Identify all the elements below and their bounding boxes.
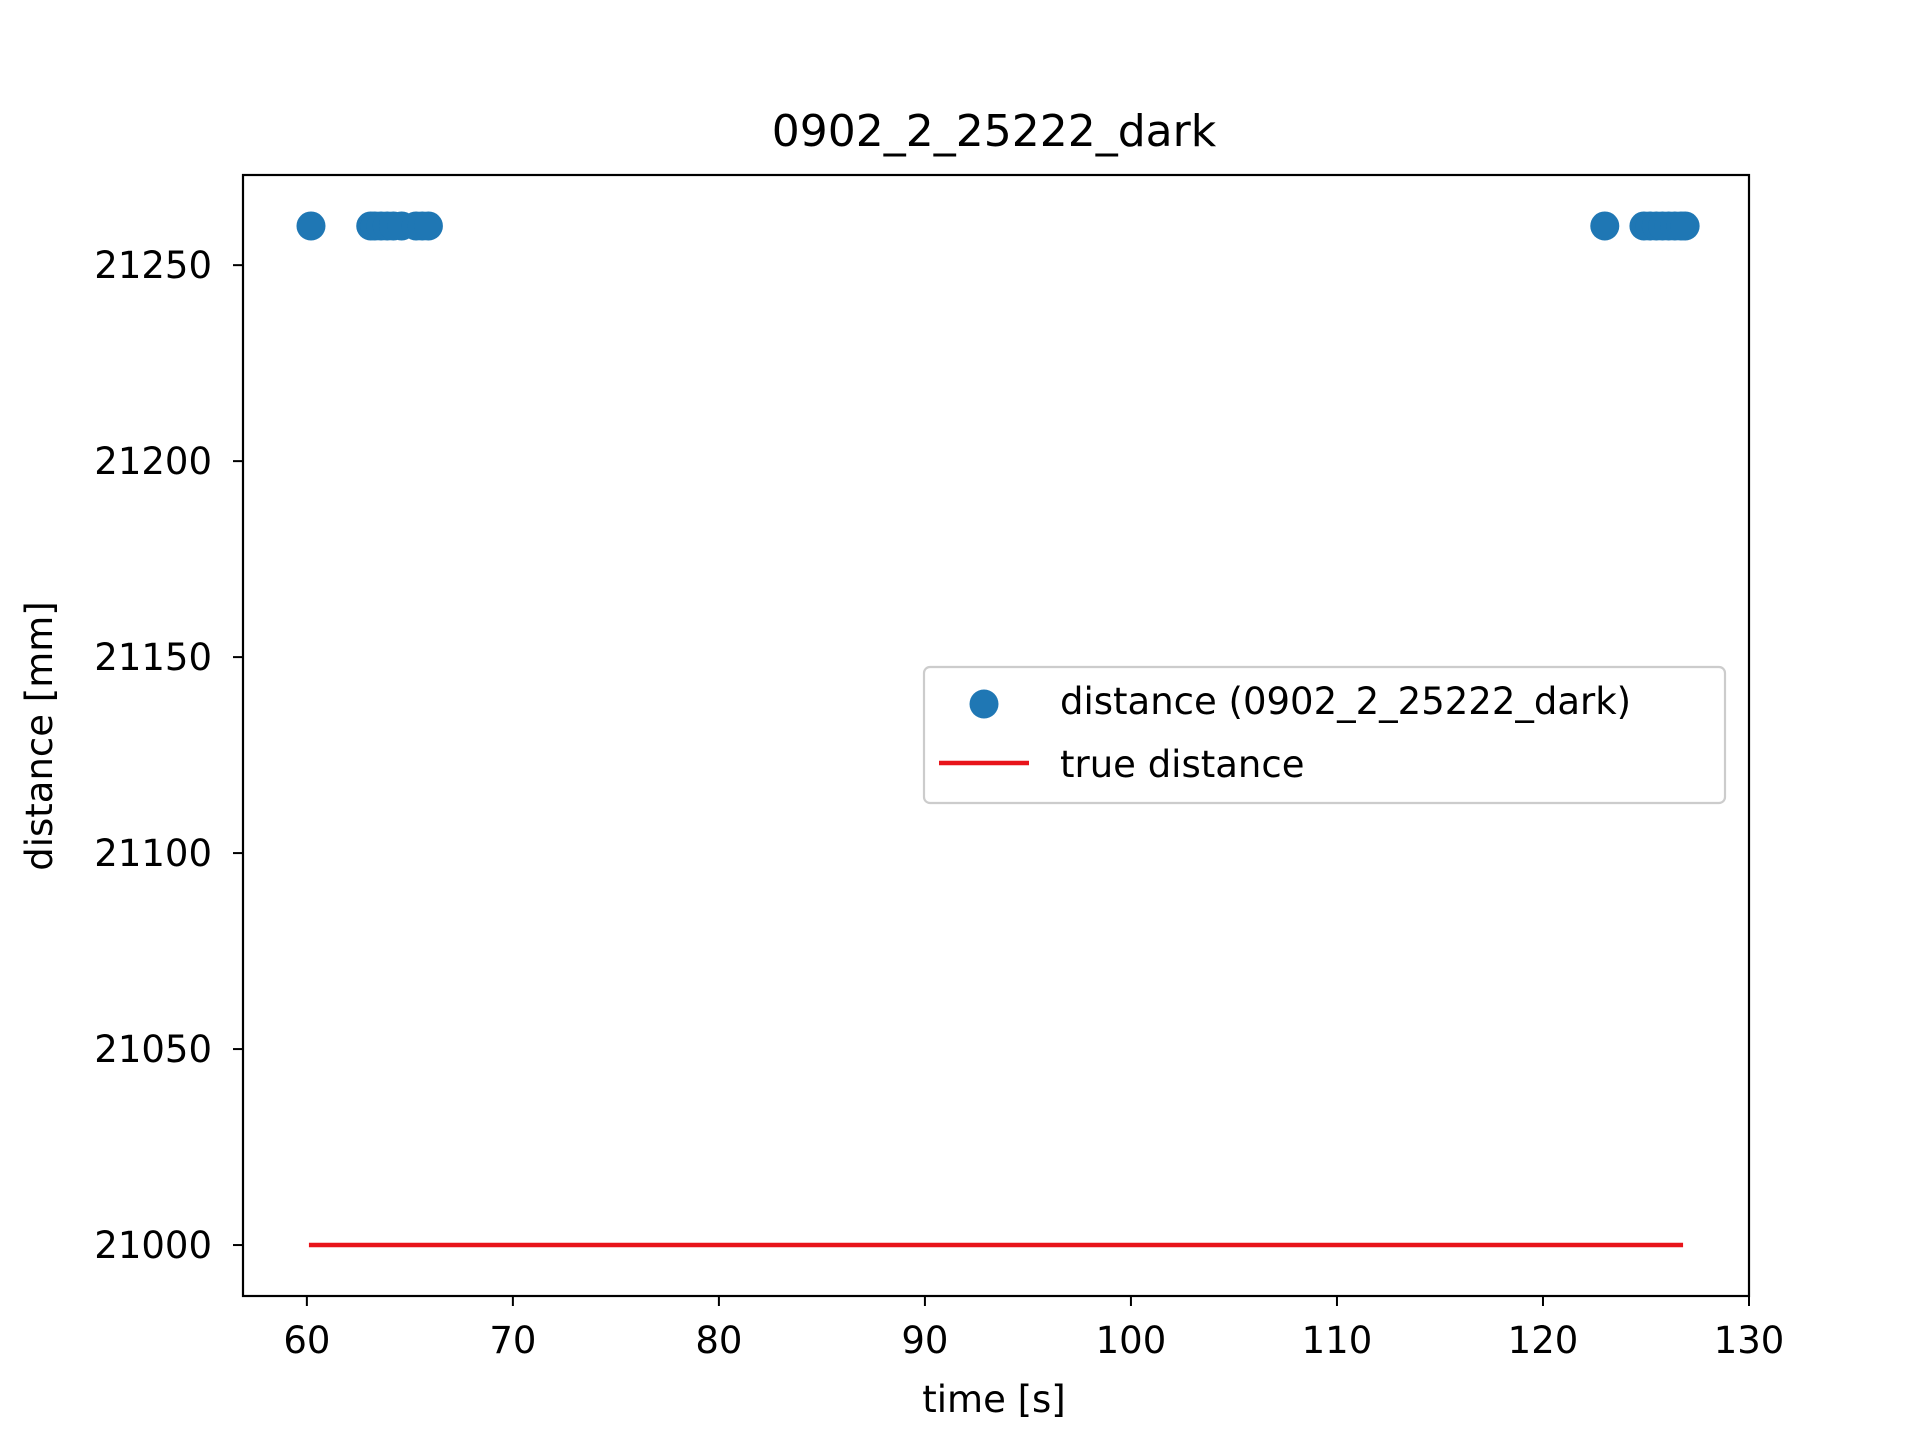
y-axis-label: distance [mm]	[18, 601, 61, 871]
data-point	[296, 211, 326, 241]
legend: distance (0902_2_25222_dark) true distan…	[922, 665, 1727, 805]
x-axis-label: time [s]	[922, 1378, 1066, 1421]
x-axis-ticks: 60 70 80 90 100 110 120 130	[283, 1296, 1784, 1362]
x-tick-label: 80	[695, 1319, 742, 1362]
x-tick-label: 110	[1302, 1319, 1373, 1362]
y-tick-label: 21000	[94, 1224, 212, 1267]
data-point	[413, 211, 443, 241]
y-tick-label: 21050	[94, 1028, 212, 1071]
y-tick-label: 21150	[94, 636, 212, 679]
data-point	[1590, 211, 1620, 241]
x-tick-label: 60	[283, 1319, 330, 1362]
y-axis-ticks: 21000 21050 21100 21150 21200 21250	[94, 244, 243, 1267]
x-tick-label: 130	[1714, 1319, 1785, 1362]
x-tick-label: 100	[1096, 1319, 1167, 1362]
legend-label-distance: distance (0902_2_25222_dark)	[1060, 680, 1631, 723]
x-tick-label: 120	[1508, 1319, 1579, 1362]
legend-frame	[922, 665, 1727, 805]
y-tick-label: 21250	[94, 244, 212, 287]
chart-title: 0902_2_25222_dark	[772, 106, 1217, 157]
legend-marker-distance	[969, 689, 999, 719]
axes-frame	[241, 173, 1751, 1298]
x-tick-label: 90	[901, 1319, 948, 1362]
y-tick-label: 21200	[94, 440, 212, 483]
y-tick-label: 21100	[94, 832, 212, 875]
x-tick-label: 70	[489, 1319, 536, 1362]
legend-label-true-distance: true distance	[1060, 743, 1304, 786]
plot-area	[296, 211, 1700, 1248]
data-point	[1670, 211, 1700, 241]
